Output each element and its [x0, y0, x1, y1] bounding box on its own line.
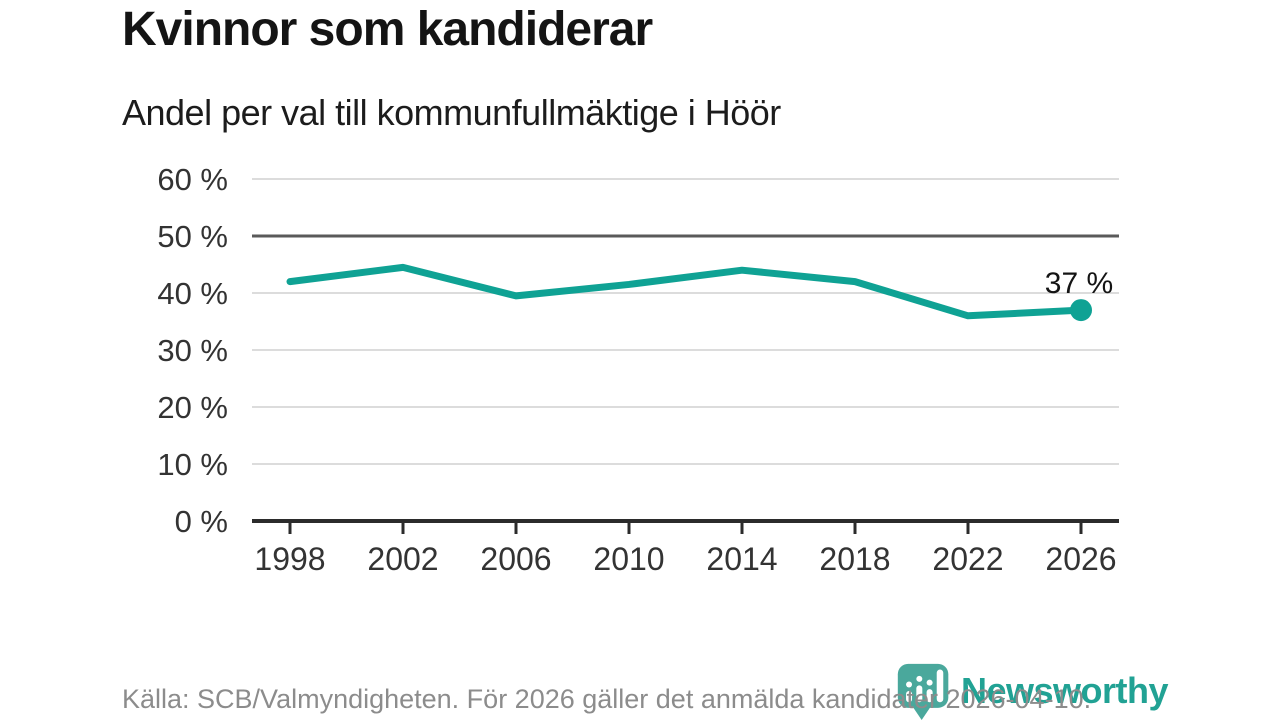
source-note: Källa: SCB/Valmyndigheten. För 2026 gäll…: [122, 684, 1092, 714]
y-tick-label: 60 %: [157, 162, 228, 197]
x-tick-label: 2022: [932, 541, 1003, 577]
x-tick-label: 2014: [706, 541, 777, 577]
y-tick-label: 50 %: [157, 219, 228, 254]
x-tick-label: 2010: [593, 541, 664, 577]
end-point-marker: [1070, 299, 1092, 322]
y-tick-label: 0 %: [175, 504, 228, 539]
y-tick-label: 20 %: [157, 390, 228, 425]
y-tick-label: 40 %: [157, 276, 228, 311]
x-tick-label: 2002: [367, 541, 438, 577]
end-value-label: 37 %: [1045, 267, 1113, 300]
newsworthy-logo: Newsworthy: [895, 662, 1169, 720]
y-tick-label: 10 %: [157, 447, 228, 482]
chart-subtitle: Andel per val till kommunfullmäktige i H…: [122, 92, 781, 133]
data-line: [286, 263, 1085, 320]
x-tick-label: 2006: [480, 541, 551, 577]
x-tick-label: 1998: [254, 541, 325, 577]
x-tick-label: 2026: [1045, 541, 1116, 577]
y-tick-label: 30 %: [157, 333, 228, 368]
chart-title: Kvinnor som kandiderar: [122, 3, 653, 56]
x-tick-label: 2018: [819, 541, 890, 577]
newsworthy-logo-icon: [897, 663, 949, 720]
newsworthy-logo-text: Newsworthy: [961, 670, 1169, 711]
